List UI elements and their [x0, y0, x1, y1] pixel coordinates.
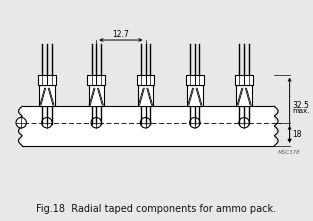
- Text: MSC378: MSC378: [278, 150, 301, 154]
- Text: 12.7: 12.7: [112, 30, 129, 39]
- Circle shape: [42, 118, 52, 128]
- Bar: [186, 74, 203, 86]
- Bar: [88, 74, 105, 86]
- Bar: [237, 86, 252, 106]
- Bar: [89, 86, 104, 106]
- Bar: [38, 74, 56, 86]
- Text: max.: max.: [292, 108, 310, 114]
- Bar: [235, 74, 253, 86]
- Text: Fig.18  Radial taped components for ammo pack.: Fig.18 Radial taped components for ammo …: [36, 204, 277, 214]
- Circle shape: [91, 118, 101, 128]
- Circle shape: [239, 118, 249, 128]
- Bar: [187, 86, 203, 106]
- Bar: [39, 86, 55, 106]
- Text: 18: 18: [292, 130, 302, 139]
- Bar: [22, 106, 274, 146]
- Bar: [137, 74, 154, 86]
- Circle shape: [16, 118, 26, 128]
- Circle shape: [190, 118, 200, 128]
- Circle shape: [140, 118, 151, 128]
- Bar: [138, 86, 153, 106]
- Text: 32.5: 32.5: [292, 101, 309, 110]
